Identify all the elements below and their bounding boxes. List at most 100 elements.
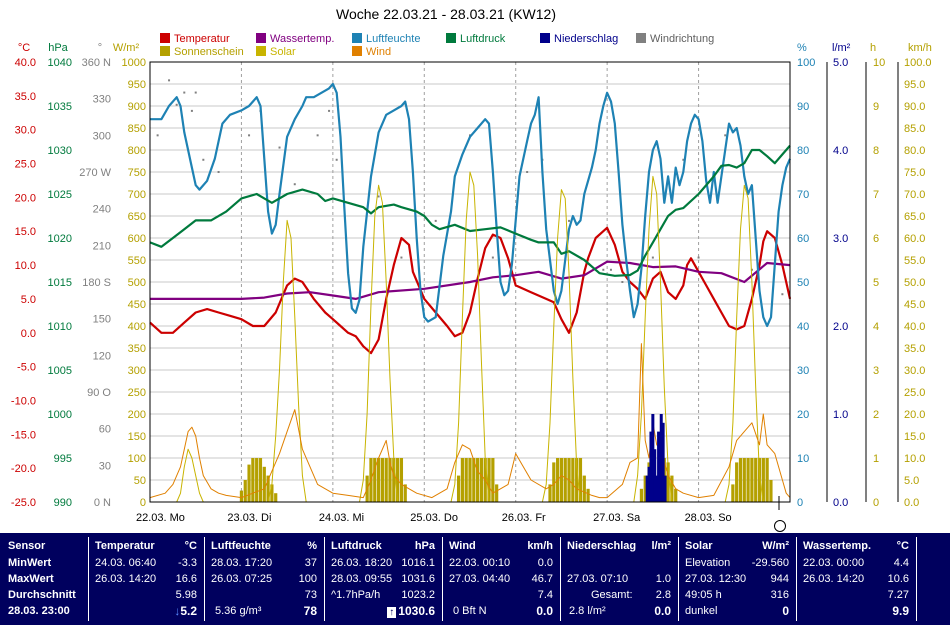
- sunshine-bar: [251, 458, 255, 502]
- axis-tick-pressure: 990: [54, 497, 72, 509]
- pressure-current: ↑ 1030.6: [387, 604, 435, 619]
- axis-tick-solar: 800: [128, 145, 146, 157]
- axis-tick-rain: 3.0: [833, 233, 848, 245]
- sunshine-bar: [487, 458, 491, 502]
- solar-average: 316: [770, 589, 789, 601]
- sunshine-bar: [376, 458, 381, 502]
- solar-current: 0: [782, 604, 789, 618]
- rain-bar: [657, 431, 661, 502]
- rain-header: Niederschlag: [567, 540, 637, 552]
- navigation-circle-icon[interactable]: [774, 520, 786, 532]
- axis-tick-windspeed: 5.0: [904, 475, 919, 487]
- x-tick-label: 23.03. Di: [227, 512, 271, 524]
- axis-tick-solar: 1000: [122, 57, 146, 69]
- axis-tick-windspeed: 55.0: [904, 255, 925, 267]
- rain-bar: [645, 475, 649, 502]
- sunshine-bar: [464, 458, 468, 502]
- temperature-min-value: -3.3: [178, 557, 197, 569]
- separator: [678, 537, 679, 621]
- legend-label: Sonnenschein: [174, 46, 244, 58]
- winddir-dot: [278, 146, 281, 149]
- axis-tick-sunhours: 9: [873, 101, 879, 113]
- axis-tick-humidity: 80: [797, 145, 809, 157]
- rain-bar: [659, 414, 663, 502]
- axis-tick-solar: 100: [128, 453, 146, 465]
- axis-tick-solar: 50: [134, 475, 146, 487]
- rain-bar: [655, 475, 659, 502]
- axis-unit-temp: °C: [18, 42, 30, 54]
- series-line-temperatur: [149, 226, 792, 355]
- sunshine-bar: [731, 484, 735, 502]
- sunshine-bar: [761, 458, 765, 502]
- axis-tick-temp: 40.0: [15, 57, 36, 69]
- winddir-dot: [651, 256, 654, 259]
- series-line-luftdruck: [149, 144, 791, 277]
- axis-tick-humidity: 60: [797, 233, 809, 245]
- wind-header: Wind: [449, 540, 476, 552]
- legend-swatch: [540, 33, 550, 43]
- axis-tick-windspeed: 60.0: [904, 233, 925, 245]
- trend-up-icon: ↑: [387, 607, 397, 618]
- axis-tick-humidity: 90: [797, 101, 809, 113]
- axis-tick-solar: 450: [128, 299, 146, 311]
- axis-tick-sunhours: 10: [873, 57, 885, 69]
- sunshine-bar: [571, 458, 575, 502]
- stats-panel: Sensor MinWert MaxWert Durchschnitt 28.0…: [0, 533, 950, 625]
- axis-tick-pressure: 1005: [48, 365, 72, 377]
- sunshine-bar: [270, 484, 274, 502]
- axis-tick-rain: 2.0: [833, 321, 848, 333]
- temperature-average: 5.98: [175, 589, 197, 601]
- winddir-dot: [621, 281, 624, 283]
- series-line-luftfeuchte: [150, 82, 792, 328]
- axis-tick-solar: 650: [128, 211, 146, 223]
- pressure-trend: ^1.7hPa/h: [331, 589, 381, 601]
- pressure-max-value: 1031.6: [401, 573, 435, 585]
- axis-tick-pressure: 1025: [48, 189, 72, 201]
- axis-tick-winddir: 30: [99, 460, 111, 472]
- sunshine-bar: [247, 464, 251, 502]
- winddir-dot: [217, 171, 220, 173]
- humidity-header: Luftfeuchte: [211, 540, 271, 552]
- sunshine-bar: [472, 458, 476, 502]
- sunshine-bar: [239, 490, 244, 502]
- humidity-column: Luftfeuchte % 28.03. 17:20 37 26.03. 07:…: [205, 533, 323, 625]
- winddir-dot: [602, 268, 605, 271]
- axis-tick-pressure: 1010: [48, 321, 72, 333]
- axis-tick-winddir: 270 W: [79, 167, 111, 179]
- rain-bar: [653, 449, 657, 502]
- solar-max-value: 944: [770, 573, 789, 585]
- winddir-dot: [434, 219, 437, 222]
- axis-tick-winddir: 210: [93, 240, 111, 252]
- temperature-header: Temperatur: [95, 540, 155, 552]
- x-tick-label: 25.03. Do: [410, 512, 458, 524]
- rain-bar: [651, 414, 655, 502]
- winddir-dot: [491, 256, 494, 259]
- rain-current: 0.0: [654, 604, 671, 618]
- axis-unit-windspeed: km/h: [908, 42, 932, 54]
- water-column: Wassertemp. °C 22.03. 00:00 4.4 26.03. 1…: [797, 533, 915, 625]
- humidity-average: 73: [304, 589, 317, 601]
- axis-tick-solar: 750: [128, 167, 146, 179]
- wind-column: Wind km/h 22.03. 00:10 0.0 27.03. 04:40 …: [443, 533, 559, 625]
- legend-swatch: [256, 33, 266, 43]
- sunshine-bar: [380, 458, 384, 502]
- axis-tick-winddir: 180 S: [82, 277, 111, 289]
- axis-tick-temp: -15.0: [11, 429, 36, 441]
- axis-tick-rain: 0.0: [833, 497, 848, 509]
- axis-tick-winddir: 240: [93, 204, 111, 216]
- wind-min-value: 0.0: [537, 557, 553, 569]
- axis-tick-sunhours: 0: [873, 497, 879, 509]
- sunshine-bar: [266, 475, 270, 502]
- legend-swatch: [636, 33, 646, 43]
- sunshine-bar: [666, 462, 670, 502]
- axis-tick-solar: 850: [128, 123, 146, 135]
- axis-unit-solar: W/m²: [113, 42, 140, 54]
- rain-column: Niederschlag l/m² 27.03. 07:10 1.0 Gesam…: [561, 533, 677, 625]
- axis-tick-solar: 150: [128, 431, 146, 443]
- water-average: 7.27: [887, 589, 909, 601]
- solar-state: dunkel: [685, 605, 718, 617]
- winddir-dot: [194, 91, 197, 94]
- x-tick-label: 26.03. Fr: [502, 512, 546, 524]
- axis-tick-solar: 900: [128, 101, 146, 113]
- axis-tick-temp: 15.0: [15, 226, 36, 238]
